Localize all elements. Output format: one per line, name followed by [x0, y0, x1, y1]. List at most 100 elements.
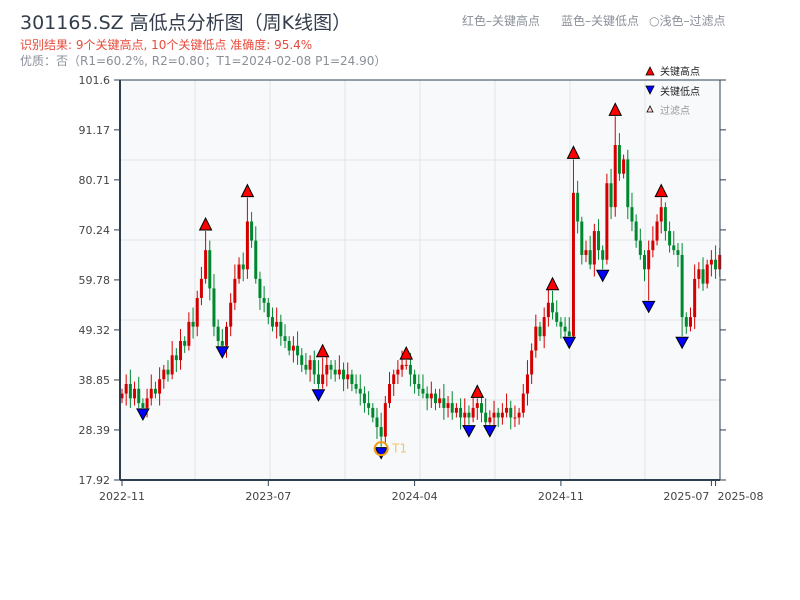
candle-body [388, 384, 392, 404]
candle-body [442, 398, 446, 408]
candle-body [342, 369, 346, 380]
candle-body [354, 384, 358, 389]
candle-body [484, 412, 488, 423]
candle-body [250, 221, 254, 241]
candle-body [530, 350, 534, 375]
candle-body [546, 302, 550, 318]
candle-body [275, 321, 279, 327]
candle-body [350, 374, 354, 385]
key-low-marker [374, 447, 389, 460]
candle-body [279, 321, 283, 337]
candle-body [496, 412, 500, 418]
legend-high-label: 关键高点 [660, 65, 700, 78]
candle-body [174, 355, 178, 361]
candle-body [676, 250, 680, 255]
x-tick-label: 2025-08 [718, 490, 764, 503]
candle-body [521, 393, 525, 413]
candle-body [233, 278, 237, 303]
candle-body [463, 412, 467, 418]
y-tick-label: 28.39 [79, 424, 111, 437]
candle-body [709, 259, 713, 265]
candle-body [120, 393, 124, 399]
candle-body [216, 326, 220, 341]
candle-body [500, 412, 504, 418]
candle-body [434, 393, 437, 404]
candle-body [659, 207, 663, 222]
candle-body [567, 331, 571, 337]
candle-body [133, 388, 137, 399]
candle-body [609, 183, 613, 208]
candle-body [563, 326, 567, 332]
candle-body [701, 269, 705, 284]
candle-body [580, 221, 584, 255]
key-high-marker [315, 343, 330, 358]
key-low-marker [311, 389, 326, 402]
candle-body [362, 393, 366, 404]
key-high-marker [198, 216, 213, 231]
candle-body [149, 388, 153, 399]
candle-body [229, 302, 233, 327]
candle-body [212, 288, 216, 327]
candle-body [576, 192, 580, 222]
y-tick-label: 91.17 [79, 124, 111, 137]
x-tick-label: 2025-07 [663, 490, 709, 503]
candle-body [693, 278, 697, 318]
candle-body [304, 364, 308, 370]
key-low-marker [641, 300, 656, 314]
candle-body [488, 417, 492, 423]
candle-body [525, 374, 529, 394]
key-high-marker [545, 276, 560, 291]
candle-body [413, 374, 417, 385]
candle-body [421, 388, 425, 394]
candle-body [509, 407, 513, 418]
candle-body [291, 345, 295, 351]
t1-circle [373, 441, 389, 457]
candle-body [517, 412, 521, 418]
candle-body [429, 393, 433, 399]
candle-body [588, 250, 592, 265]
y-tick-label: 38.85 [79, 374, 111, 387]
y-tick-label: 70.24 [79, 224, 111, 237]
candle-body [208, 250, 212, 289]
candle-body [471, 407, 475, 418]
candle-body [454, 407, 458, 413]
quality-summary: 优质：否（R1=60.2%, R2=0.80；T1=2024-02-08 P1=… [20, 54, 387, 68]
legend-red-text: 红色–关键高点 [462, 14, 541, 28]
key-high-marker [608, 102, 623, 116]
candle-body [179, 340, 183, 361]
result-summary: 识别结果: 9个关键高点, 10个关键低点 准确度: 95.4% [20, 38, 313, 52]
candle-body [651, 240, 655, 251]
candle-body [199, 278, 203, 298]
candle-body [296, 345, 300, 356]
candle-body [166, 369, 170, 375]
candle-body [459, 407, 463, 418]
candle-body [392, 374, 396, 385]
candle-body [559, 321, 563, 327]
candle-body [375, 417, 379, 428]
candle-body [467, 412, 471, 418]
candle-body [316, 374, 320, 385]
candle-body [162, 369, 166, 380]
candle-body [145, 398, 149, 408]
candle-body [647, 250, 651, 270]
candle-body [622, 159, 626, 174]
candle-body [183, 340, 187, 346]
candle-body [438, 398, 442, 404]
t1-label: T1 [391, 442, 407, 456]
candle-body [325, 364, 329, 375]
key-low-marker [482, 425, 497, 438]
candle-body [358, 388, 362, 394]
legend-filtered-text: ○浅色–过滤点 [649, 14, 726, 28]
chart-title: 301165.SZ 高低点分析图（周K线图） [20, 12, 352, 34]
candle-body [333, 369, 337, 375]
candle-body [191, 321, 195, 327]
x-tick-label: 2023-07 [245, 490, 291, 503]
candle-body [688, 317, 692, 327]
candle-body [237, 264, 241, 279]
candle-body [300, 355, 304, 365]
candle-body [643, 254, 646, 270]
candle-body [425, 393, 429, 399]
candle-body [714, 259, 718, 270]
key-high-marker [399, 345, 414, 360]
